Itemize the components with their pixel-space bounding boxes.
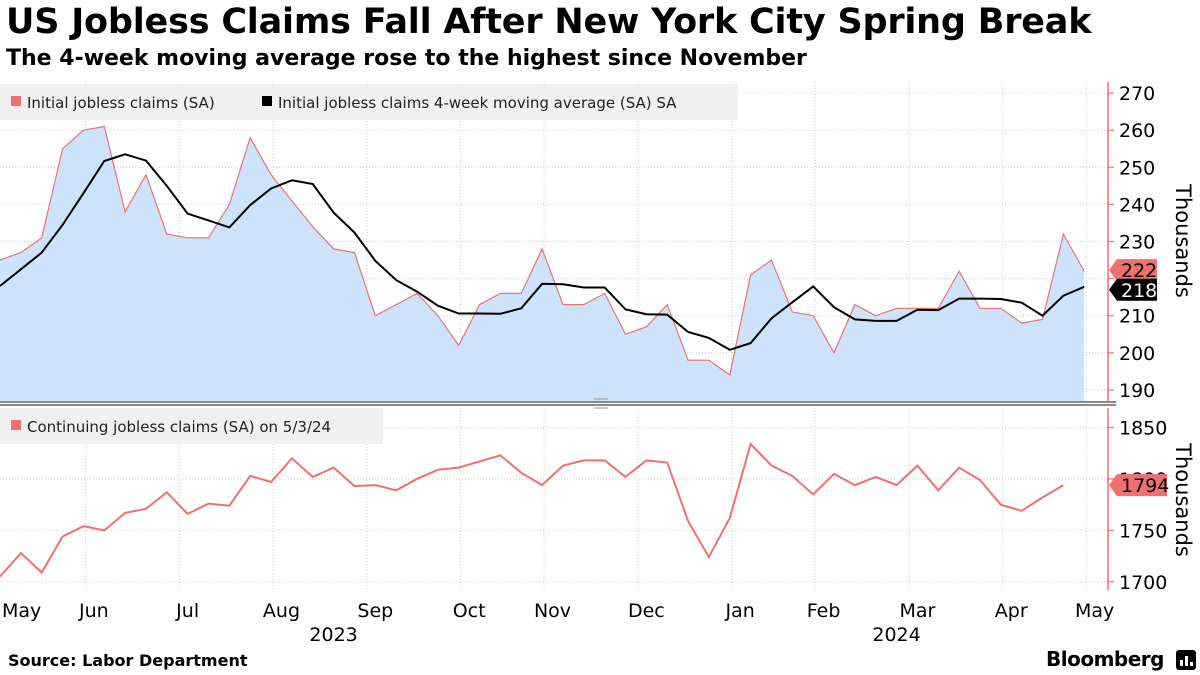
initial-claims-line [0,125,1085,377]
x-tick-label-month: Jul [175,600,199,622]
top-panel-legend: Initial jobless claims (SA) Initial jobl… [0,84,738,120]
x-tick-label-month: Jun [78,600,109,622]
bottom-panel-legend: Continuing jobless claims (SA) on 5/3/24 [0,408,383,444]
x-tick-label-year: 2024 [872,624,920,646]
bottom-legend-background [0,408,383,444]
chart-title: US Jobless Claims Fall After New York Ci… [6,2,1092,42]
top-y-tick-label: 270 [1119,83,1155,105]
continuing-claims-tag-shape [1109,474,1167,497]
top-y-tick-label: 190 [1119,380,1155,402]
bloomberg-logo: Bloomberg [1046,647,1164,671]
x-tick-label-month: Aug [263,600,300,622]
x-tick-label-month: Nov [534,600,571,622]
moving-average-tag-shape [1109,278,1157,301]
initial-claims-last-value: 222 [1121,260,1157,282]
top-legend-background [0,84,738,120]
top-y-tick-label: 200 [1119,343,1155,365]
x-tick-label-month: Sep [357,600,393,622]
top-y-tick-label: 210 [1119,306,1155,328]
chart-subtitle: The 4-week moving average rose to the hi… [6,46,807,71]
legend-swatch-continuing-claims [11,420,21,430]
top-y-tick-label: 260 [1119,120,1155,142]
moving-average-last-value-tag: 218 [1109,278,1157,302]
x-tick-label-month: Dec [628,600,665,622]
top-panel-y-axis-title: Thousands [1171,183,1195,298]
x-tick-label-month: Oct [453,600,486,622]
x-tick-label-month: Mar [899,600,935,622]
legend-swatch-moving-average [262,96,272,106]
top-y-tick-label: 240 [1119,194,1155,216]
bloomberg-terminal-icon [1176,650,1196,670]
top-y-tick-label: 230 [1119,232,1155,254]
source-note: Source: Labor Department [8,651,248,670]
legend-label-initial-claims: Initial jobless claims (SA) [27,94,215,112]
legend-label-moving-average: Initial jobless claims 4-week moving ave… [278,94,677,112]
panel-divider [0,398,1116,409]
x-tick-label-month: Feb [807,600,841,622]
bottom-y-tick-label: 1700 [1119,572,1167,594]
initial-claims-last-value-tag: 222 [1109,259,1157,282]
bottom-panel-y-axis: 1700175018001850 [1107,408,1167,594]
x-tick-label-year: 2023 [309,624,357,646]
x-axis: May Jun Jul Aug Sep Oct Nov Dec Jan Feb Mar Apr May 2… [2,600,1114,646]
continuing-claims-line [0,442,1064,578]
x-tick-label-month: Apr [995,600,1028,622]
moving-average-line [0,153,1085,351]
top-y-tick-label: 250 [1119,157,1155,179]
continuing-claims-last-value: 1794 [1121,475,1169,497]
continuing-claims-last-value-tag: 1794 [1109,474,1169,497]
x-tick-label-month: Jan [725,600,755,622]
legend-swatch-initial-claims [11,96,21,106]
x-tick-label-month: May [1075,600,1114,622]
x-tick-label-month: May [2,600,41,622]
bottom-panel-y-axis-title: Thousands [1171,442,1195,557]
bottom-y-tick-label: 1850 [1119,418,1167,440]
bottom-y-tick-label: 1750 [1119,520,1167,542]
moving-average-last-value: 218 [1121,280,1157,302]
legend-label-continuing-claims: Continuing jobless claims (SA) on 5/3/24 [27,418,331,436]
initial-claims-area [0,126,1085,401]
top-panel-y-axis: 190200210220230240250260270 [1107,82,1155,402]
initial-claims-tag-shape [1109,259,1157,282]
